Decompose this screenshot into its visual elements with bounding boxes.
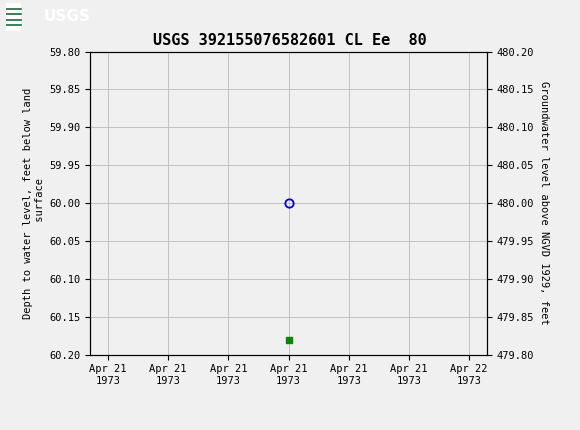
Y-axis label: Depth to water level, feet below land
 surface: Depth to water level, feet below land su… (23, 88, 45, 319)
FancyBboxPatch shape (6, 3, 21, 31)
Text: USGS 392155076582601 CL Ee  80: USGS 392155076582601 CL Ee 80 (153, 34, 427, 48)
Text: USGS: USGS (44, 9, 90, 24)
Y-axis label: Groundwater level above NGVD 1929, feet: Groundwater level above NGVD 1929, feet (539, 81, 549, 325)
